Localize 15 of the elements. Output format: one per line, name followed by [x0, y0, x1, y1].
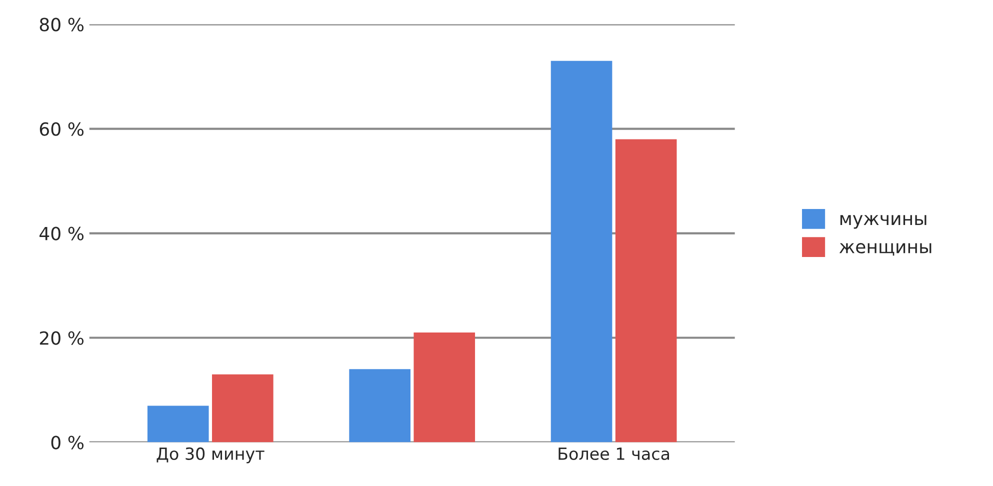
y-tick-label: 0 % [51, 436, 84, 450]
bar [414, 332, 476, 442]
bar [349, 369, 410, 442]
y-tick-label: 60 % [40, 122, 84, 136]
legend-label: мужчины [840, 214, 926, 229]
legend-label: женщины [839, 243, 932, 256]
bar [212, 374, 274, 442]
y-tick-label: 20 % [40, 331, 84, 345]
y-tick-label: 80 % [40, 18, 84, 32]
x-tick-label: Более 1 часа [558, 448, 669, 460]
y-tick-label: 40 % [40, 226, 84, 240]
x-tick-label: До 30 минут [156, 447, 264, 464]
bar [615, 139, 677, 442]
bar [147, 406, 209, 442]
bar [550, 60, 612, 442]
